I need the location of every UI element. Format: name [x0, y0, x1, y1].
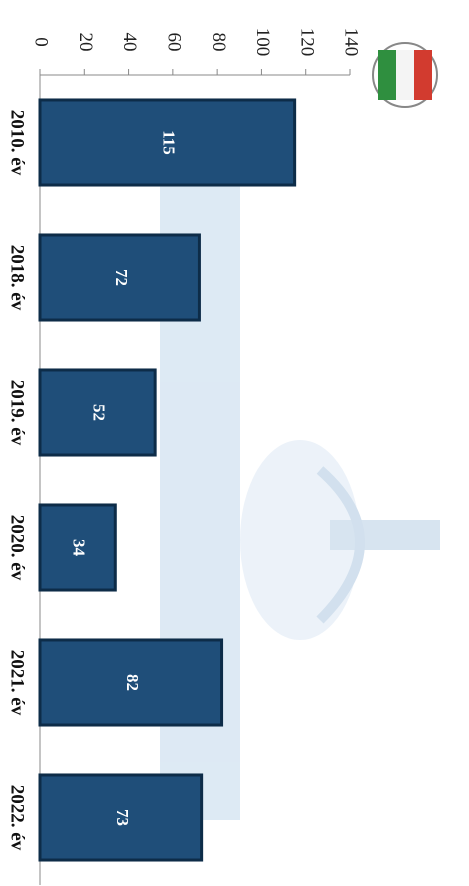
data-label: 72: [112, 269, 131, 286]
data-label: 73: [113, 809, 132, 826]
category-label: 2021. év: [7, 650, 28, 716]
x-tick-label: 120: [296, 28, 317, 57]
category-label: 2010. év: [7, 110, 28, 176]
x-tick-label: 140: [341, 28, 362, 57]
x-tick-label: 20: [75, 33, 96, 52]
x-tick-label: 40: [119, 33, 140, 52]
data-label: 82: [123, 674, 142, 691]
x-tick-label: 60: [163, 33, 184, 52]
data-label: 52: [90, 404, 109, 421]
data-label: 115: [159, 130, 178, 155]
category-label: 2020. év: [7, 515, 28, 581]
logo: [372, 42, 438, 108]
data-label: 34: [70, 539, 89, 557]
x-tick-label: 100: [252, 28, 273, 57]
x-tick-label: 0: [31, 37, 52, 47]
bar: [38, 233, 201, 322]
x-tick-label: 80: [208, 33, 229, 52]
category-label: 2022. év: [7, 785, 28, 851]
category-label: 2018. év: [7, 245, 28, 311]
bar: [38, 368, 157, 457]
bar: [38, 98, 297, 187]
category-label: 2019. év: [7, 380, 28, 446]
bar: [38, 773, 204, 862]
bar: [38, 638, 224, 727]
bar: [38, 503, 117, 592]
